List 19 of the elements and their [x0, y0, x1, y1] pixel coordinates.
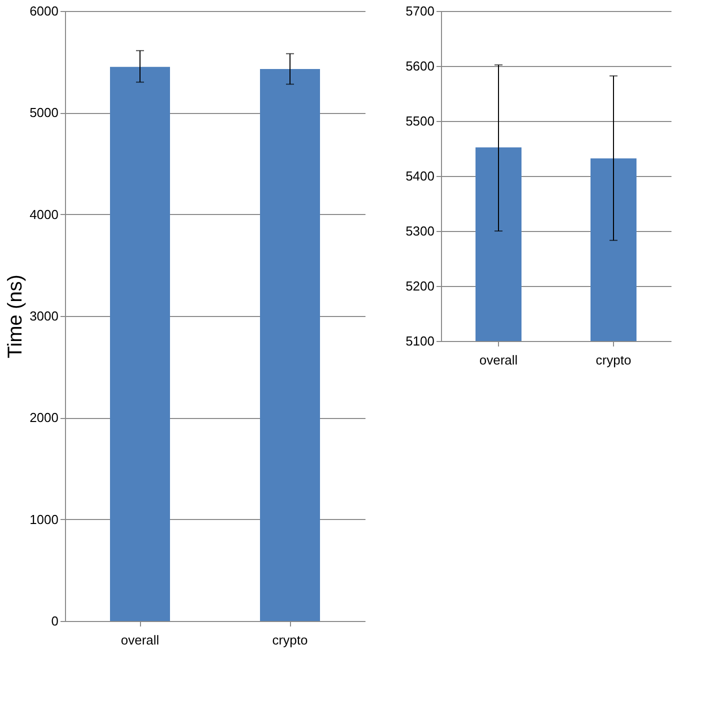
x-tick-label: crypto	[272, 632, 308, 648]
x-tick-label: crypto	[596, 352, 632, 368]
y-tick-label: 5700	[406, 4, 434, 18]
y-tick-label: 5300	[406, 224, 434, 238]
y-tick-label: 4000	[30, 206, 58, 222]
y-tick-label: 5200	[406, 278, 434, 294]
y-tick-label: 5400	[406, 168, 434, 184]
y-tick-label: 5100	[406, 334, 434, 348]
x-tick-label: overall	[120, 632, 160, 648]
y-tick-label: 3000	[30, 308, 58, 324]
y-axis-title: Time (ns)	[4, 274, 27, 358]
x-tick-label: overall	[479, 352, 518, 368]
y-tick-label: 1000	[30, 512, 58, 527]
y-tick-label: 0	[51, 614, 58, 628]
y-tick-label: 2000	[30, 410, 58, 426]
y-tick-label: 6000	[30, 4, 58, 18]
y-tick-label: 5500	[406, 114, 434, 128]
y-tick-label: 5600	[406, 58, 434, 74]
y-tick-label: 5000	[30, 105, 58, 120]
